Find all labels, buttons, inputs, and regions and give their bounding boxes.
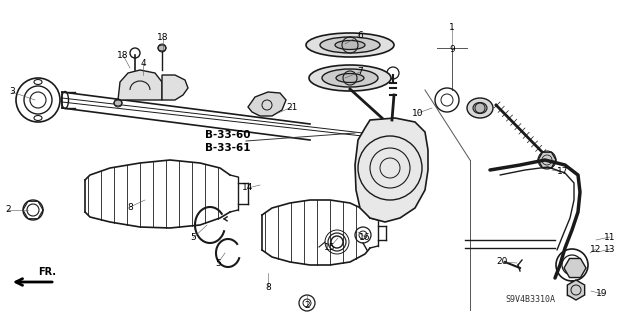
Text: 1: 1	[449, 24, 455, 33]
Text: 18: 18	[157, 33, 169, 42]
Polygon shape	[248, 92, 286, 116]
Ellipse shape	[473, 102, 487, 114]
Text: 10: 10	[412, 108, 424, 117]
Text: 5: 5	[215, 258, 221, 268]
Ellipse shape	[336, 73, 364, 83]
Ellipse shape	[309, 65, 391, 91]
Ellipse shape	[322, 69, 378, 87]
Text: 21: 21	[286, 102, 298, 112]
Text: 4: 4	[140, 58, 146, 68]
Text: 3: 3	[9, 87, 15, 97]
Text: 8: 8	[265, 283, 271, 292]
Text: 8: 8	[127, 203, 133, 211]
Ellipse shape	[320, 37, 380, 53]
Ellipse shape	[335, 41, 365, 49]
Text: 12: 12	[590, 244, 602, 254]
Text: S9V4B3310A: S9V4B3310A	[505, 295, 555, 305]
Text: 5: 5	[190, 234, 196, 242]
Text: 14: 14	[243, 183, 253, 192]
Text: 7: 7	[357, 68, 363, 77]
Text: 16: 16	[359, 233, 371, 241]
Text: 2: 2	[5, 205, 11, 214]
Polygon shape	[162, 75, 188, 100]
Text: 9: 9	[449, 46, 455, 55]
Text: 2: 2	[304, 301, 310, 310]
Polygon shape	[564, 258, 586, 278]
Text: 15: 15	[324, 242, 336, 251]
Polygon shape	[538, 152, 556, 168]
Text: 19: 19	[596, 290, 608, 299]
Ellipse shape	[306, 33, 394, 57]
Text: B-33-60: B-33-60	[205, 130, 250, 140]
Text: FR.: FR.	[38, 267, 56, 277]
Text: 17: 17	[557, 167, 569, 176]
Text: B-33-61: B-33-61	[205, 143, 250, 153]
Ellipse shape	[158, 45, 166, 51]
Polygon shape	[118, 70, 162, 100]
Text: 20: 20	[496, 257, 508, 266]
Ellipse shape	[467, 98, 493, 118]
Text: 11: 11	[604, 233, 616, 241]
Text: 6: 6	[357, 31, 363, 40]
Text: 13: 13	[604, 244, 616, 254]
Polygon shape	[355, 118, 428, 222]
Text: 18: 18	[117, 50, 129, 60]
Ellipse shape	[114, 100, 122, 106]
Polygon shape	[567, 280, 585, 300]
